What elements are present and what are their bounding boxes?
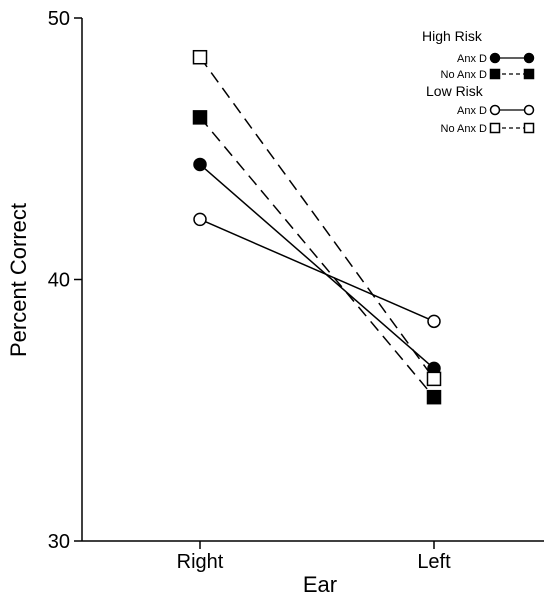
series-line-low-risk-no-anx-d bbox=[199, 56, 435, 380]
legend-marker-end-low-risk-no-anx-d bbox=[523, 122, 535, 134]
y-tick-label-50: 50 bbox=[48, 8, 70, 30]
y-tick-label-40: 40 bbox=[48, 270, 70, 292]
legend-marker-start-high-risk-no-anx-d bbox=[489, 68, 501, 80]
series-line-high-risk-no-anx-d bbox=[199, 116, 435, 398]
legend-group-title-low-risk: Low Risk bbox=[426, 83, 484, 99]
data-point-high-risk-no-anx-d-right bbox=[192, 110, 208, 125]
data-point-low-risk-anx-d-left bbox=[427, 314, 441, 329]
legend-label-low-risk-no-anx-d: No Anx D bbox=[441, 123, 488, 135]
x-tick-label-left: Left bbox=[417, 551, 451, 573]
legend-marker-start-low-risk-no-anx-d bbox=[489, 122, 501, 134]
legend-marker-end-high-risk-no-anx-d bbox=[523, 68, 535, 80]
legend-marker-end-low-risk-anx-d bbox=[523, 104, 535, 116]
x-tick-label-right: Right bbox=[177, 551, 224, 573]
y-axis-ticks: 30 40 50 bbox=[48, 8, 82, 553]
legend-label-high-risk-no-anx-d: No Anx D bbox=[441, 69, 488, 81]
legend-marker-start-low-risk-anx-d bbox=[489, 104, 501, 116]
legend-marker-start-high-risk-anx-d bbox=[489, 52, 501, 64]
x-axis-ticks: Right Left bbox=[177, 541, 451, 573]
data-point-low-risk-no-anx-d-right bbox=[192, 49, 208, 65]
series-line-low-risk-anx-d bbox=[199, 218, 435, 323]
data-point-low-risk-no-anx-d-left bbox=[426, 371, 442, 387]
y-axis-title: Percent Correct bbox=[6, 203, 31, 357]
series-markers bbox=[192, 49, 442, 405]
legend-symbols bbox=[489, 52, 535, 134]
data-point-high-risk-no-anx-d-left bbox=[426, 389, 442, 405]
y-tick-label-30: 30 bbox=[48, 531, 70, 553]
legend: High Risk Anx D No Anx D Low Risk Anx D … bbox=[422, 28, 535, 135]
x-axis-title: Ear bbox=[303, 572, 337, 597]
data-point-high-risk-anx-d-right bbox=[193, 157, 207, 172]
legend-marker-end-high-risk-anx-d bbox=[523, 52, 535, 64]
legend-label-low-risk-anx-d: Anx D bbox=[457, 105, 487, 117]
legend-label-high-risk-anx-d: Anx D bbox=[457, 53, 487, 65]
data-point-low-risk-anx-d-right bbox=[193, 212, 207, 227]
legend-group-title-high-risk: High Risk bbox=[422, 28, 483, 44]
series-line-high-risk-anx-d bbox=[199, 163, 435, 369]
series-lines bbox=[199, 56, 435, 398]
